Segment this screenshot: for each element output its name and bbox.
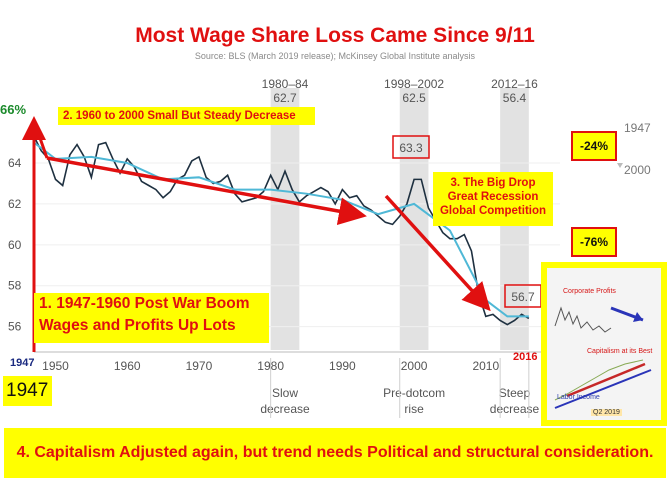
x-tick-label-3: 1980 bbox=[257, 359, 284, 373]
note-1: 1. 1947-1960 Post War Boom Wages and Pro… bbox=[34, 293, 269, 343]
x-tick-label-1: 1960 bbox=[114, 359, 141, 373]
annotation-label-0: 63.3 bbox=[399, 141, 423, 155]
y-tick-label-2: 60 bbox=[8, 238, 22, 252]
pct-box-76: -76% bbox=[571, 227, 617, 257]
annotation-label-1: 56.7 bbox=[511, 290, 535, 304]
inset-profit-line bbox=[554, 306, 612, 333]
period-value-0: 62.7 bbox=[273, 91, 297, 105]
arrow-big-drop bbox=[384, 194, 491, 312]
note-1-line1: 1. 1947-1960 Post War Boom bbox=[39, 295, 250, 312]
period-caption-line1-2: Steep bbox=[499, 386, 531, 400]
left-axis-top-label: 66% bbox=[0, 102, 27, 117]
right-axis-label-2000: 2000 bbox=[624, 163, 651, 177]
note-3-line2: Great Recession bbox=[447, 191, 539, 203]
series-actual-line bbox=[33, 136, 530, 326]
x-tick-label-2: 1970 bbox=[186, 359, 213, 373]
inset-corporate-profits: Corporate Profits bbox=[563, 288, 616, 295]
inset-arrow-blue-2 bbox=[554, 369, 652, 409]
annotations: 63.3 56.7 bbox=[392, 135, 623, 308]
period-caption-line2-0: decrease bbox=[260, 402, 310, 416]
chart-source: Source: BLS (March 2019 release); McKins… bbox=[194, 51, 476, 61]
y-tick-label-0: 56 bbox=[8, 320, 22, 334]
note-4: 4. Capitalism Adjusted again, but trend … bbox=[4, 428, 666, 478]
y-tick-label-3: 62 bbox=[8, 197, 22, 211]
inset-date: Q2 2019 bbox=[591, 409, 622, 416]
annotation-box-0 bbox=[392, 135, 430, 159]
right-axis-marker bbox=[617, 163, 623, 168]
period-caption-line2-1: rise bbox=[404, 402, 424, 416]
x-tick-label-0: 1950 bbox=[42, 359, 69, 373]
inset-capitalism: Capitalism at its Best bbox=[587, 348, 653, 355]
arrow-steady-decrease bbox=[46, 156, 367, 226]
arrow-postwar bbox=[32, 120, 49, 159]
note-3: 3. The Big Drop Great Recession Global C… bbox=[433, 172, 553, 226]
inset-arrow-blue-head bbox=[633, 312, 643, 322]
period-value-1: 62.5 bbox=[402, 91, 426, 105]
period-value-2: 56.4 bbox=[503, 91, 527, 105]
note-3-line3: Global Competition bbox=[439, 205, 547, 217]
chart-title: Most Wage Share Loss Came Since 9/11 bbox=[135, 24, 535, 47]
x-tick-label-6: 2010 bbox=[472, 359, 499, 373]
period-range-1: 1998–2002 bbox=[384, 77, 444, 91]
inset-panel: Corporate Profits Capitalism at its Best… bbox=[547, 268, 661, 420]
note-1-line2: Wages and Profits Up Lots bbox=[39, 317, 236, 334]
period-caption-line1-1: Pre-dotcom bbox=[383, 386, 445, 400]
year-1947-small: 1947 bbox=[10, 357, 35, 369]
series-lines bbox=[33, 136, 530, 326]
series-trend-line bbox=[33, 141, 529, 318]
period-range-2: 2012–16 bbox=[491, 77, 538, 91]
inset-arrow-red bbox=[566, 362, 646, 398]
y-tick-label-4: 64 bbox=[8, 156, 22, 170]
axis-ticks: 56 58 60 62 64 1950 1960 1970 1980 1990 2000 2010 bbox=[8, 156, 560, 373]
inset-sketch bbox=[554, 306, 652, 409]
x-tick-label-5: 2000 bbox=[401, 359, 428, 373]
inset-labor-line bbox=[554, 359, 644, 401]
shaded-period-1 bbox=[399, 88, 429, 350]
year-1947-box: 1947 bbox=[3, 376, 52, 406]
inset-labor-income: Labor Income bbox=[557, 394, 600, 401]
inset-image: Corporate Profits Capitalism at its Best… bbox=[541, 262, 667, 426]
y-tick-label-1: 58 bbox=[8, 279, 22, 293]
period-caption-line1-0: Slow bbox=[272, 386, 298, 400]
note-3-line1: 3. The Big Drop bbox=[450, 177, 536, 189]
year-2016-label: 2016 bbox=[513, 351, 538, 363]
period-caption-line2-2: decrease bbox=[490, 402, 540, 416]
shaded-period-0 bbox=[270, 88, 300, 350]
pct-box-24: -24% bbox=[571, 131, 617, 161]
period-range-0: 1980–84 bbox=[262, 77, 309, 91]
right-axis-label-1947: 1947 bbox=[624, 121, 651, 135]
x-tick-label-4: 1990 bbox=[329, 359, 356, 373]
note-2: 2. 1960 to 2000 Small But Steady Decreas… bbox=[58, 107, 315, 125]
